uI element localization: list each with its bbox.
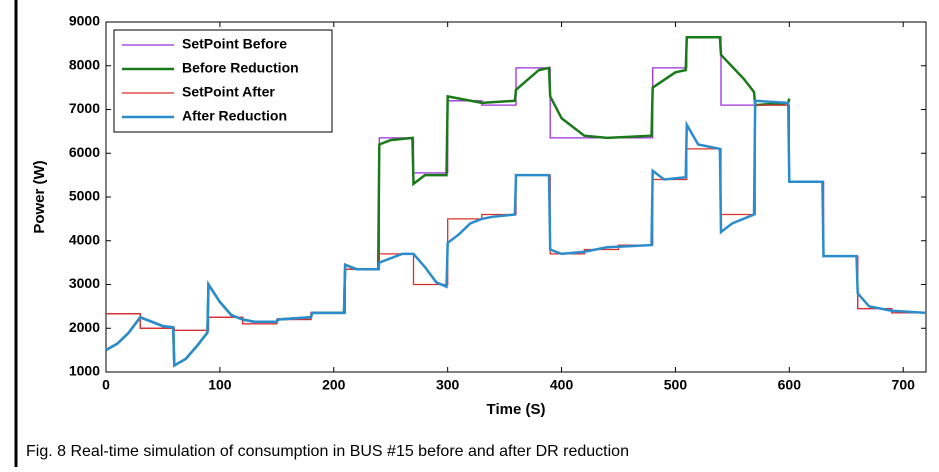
y-tick-label: 1000 — [69, 363, 100, 379]
x-tick-label: 600 — [778, 377, 802, 393]
y-tick-label: 4000 — [69, 231, 100, 247]
y-tick-label: 9000 — [69, 13, 100, 29]
x-tick-label: 400 — [550, 377, 574, 393]
x-tick-label: 700 — [892, 377, 916, 393]
legend-box — [113, 29, 333, 133]
x-tick-label: 200 — [322, 377, 346, 393]
y-tick-label: 5000 — [69, 188, 100, 204]
y-tick-label: 7000 — [69, 100, 100, 116]
series-line — [105, 99, 927, 368]
y-axis-label: Power (W) — [31, 160, 48, 233]
y-tick-label: 2000 — [69, 319, 100, 335]
x-tick-label: 500 — [664, 377, 688, 393]
legend-label: SetPoint Before — [182, 36, 287, 52]
legend-label: After Reduction — [182, 108, 287, 124]
x-tick-label: 100 — [208, 377, 232, 393]
y-tick-label: 6000 — [69, 144, 100, 160]
x-tick-label: 300 — [436, 377, 460, 393]
caption: Fig. 8 Real-time simulation of consumpti… — [26, 443, 629, 460]
y-tick-label: 3000 — [69, 275, 100, 291]
y-tick-label: 8000 — [69, 56, 100, 72]
x-tick-label: 0 — [102, 377, 110, 393]
x-axis-label: Time (S) — [487, 401, 546, 418]
legend-label: SetPoint After — [182, 84, 275, 100]
legend-label: Before Reduction — [182, 60, 299, 76]
